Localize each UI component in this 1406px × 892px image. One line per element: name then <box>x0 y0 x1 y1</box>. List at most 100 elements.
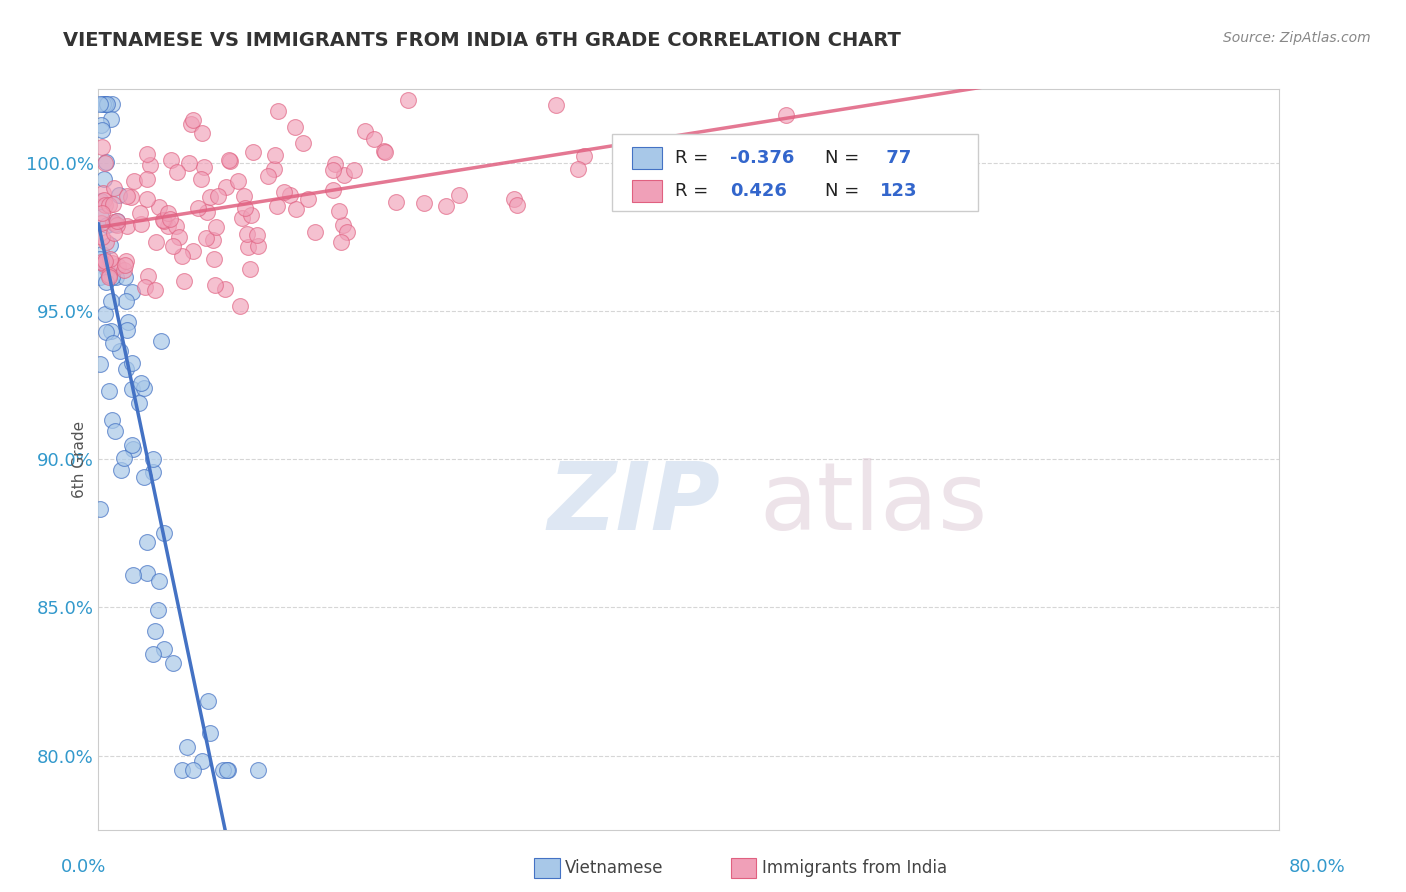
Point <box>93 257 115 271</box>
Point <box>121 438 143 452</box>
Point <box>89 270 111 285</box>
Point <box>96 263 118 277</box>
Point <box>228 299 250 313</box>
Point <box>89 357 111 371</box>
Point <box>143 624 166 639</box>
Point <box>129 217 152 231</box>
Text: R =: R = <box>675 182 714 200</box>
Point <box>121 285 143 299</box>
Point <box>180 117 202 131</box>
Point <box>202 233 225 247</box>
Point <box>91 97 114 112</box>
Point <box>283 120 305 134</box>
Bar <box>633 179 662 202</box>
Text: N =: N = <box>825 182 865 200</box>
Point <box>775 108 797 122</box>
Point <box>322 162 344 177</box>
Point <box>134 280 156 294</box>
Text: atlas: atlas <box>759 458 988 549</box>
Point <box>343 162 366 177</box>
Point <box>136 146 159 161</box>
Point <box>165 219 187 234</box>
Point <box>156 219 179 233</box>
Point <box>114 270 136 285</box>
Point <box>149 334 172 348</box>
Point <box>96 235 118 249</box>
Point <box>166 165 188 179</box>
Point <box>204 278 226 293</box>
Point <box>135 535 157 549</box>
Point <box>148 574 170 588</box>
Text: 77: 77 <box>880 149 911 167</box>
Text: ZIP: ZIP <box>547 458 720 549</box>
Point <box>193 160 215 174</box>
Point <box>226 174 249 188</box>
Point <box>132 469 155 483</box>
Point <box>110 462 132 476</box>
Point <box>145 235 167 250</box>
Point <box>373 145 395 159</box>
Point <box>148 200 170 214</box>
Point <box>328 203 350 218</box>
Point <box>321 183 343 197</box>
Point <box>167 229 190 244</box>
Text: R =: R = <box>675 149 714 167</box>
Point <box>170 764 193 778</box>
Point <box>122 567 145 582</box>
Point <box>354 124 377 138</box>
Point <box>136 566 159 580</box>
Point <box>107 259 129 273</box>
Point <box>263 162 285 177</box>
Point <box>100 294 122 309</box>
Point <box>215 179 238 194</box>
Point <box>205 220 228 235</box>
Point <box>121 382 143 396</box>
Point <box>143 283 166 297</box>
Point <box>278 187 301 202</box>
Text: Source: ZipAtlas.com: Source: ZipAtlas.com <box>1223 31 1371 45</box>
Point <box>330 235 353 249</box>
Point <box>214 282 236 296</box>
Y-axis label: 6th Grade: 6th Grade <box>72 421 87 498</box>
Point <box>219 154 242 169</box>
Point <box>91 139 114 153</box>
Point <box>103 226 125 240</box>
Point <box>232 188 254 202</box>
Point <box>124 174 146 188</box>
Point <box>93 193 115 207</box>
Point <box>94 97 117 112</box>
Point <box>181 112 204 127</box>
Point <box>142 465 165 479</box>
Text: 123: 123 <box>880 182 918 200</box>
Point <box>197 694 219 708</box>
Point <box>117 315 139 329</box>
Point <box>142 452 165 467</box>
Point <box>217 764 239 778</box>
Point <box>100 256 122 270</box>
Point <box>108 344 131 359</box>
Point <box>242 145 264 159</box>
Text: -0.376: -0.376 <box>730 149 794 167</box>
Point <box>94 97 117 112</box>
Point <box>90 247 112 261</box>
Point <box>100 112 122 127</box>
Point <box>194 231 217 245</box>
Point <box>567 161 589 176</box>
Point <box>190 172 212 186</box>
Point <box>93 156 115 170</box>
Point <box>285 202 308 217</box>
Point <box>101 196 124 211</box>
Point <box>90 118 112 132</box>
Point <box>100 252 122 266</box>
Point <box>187 201 209 215</box>
Point <box>129 206 152 220</box>
Point <box>120 190 142 204</box>
Bar <box>633 147 662 169</box>
Point <box>266 199 288 213</box>
Point <box>91 230 114 244</box>
Point <box>181 244 204 258</box>
Point <box>159 212 181 227</box>
Point <box>153 525 176 540</box>
Point <box>114 258 136 272</box>
Point <box>93 257 115 271</box>
